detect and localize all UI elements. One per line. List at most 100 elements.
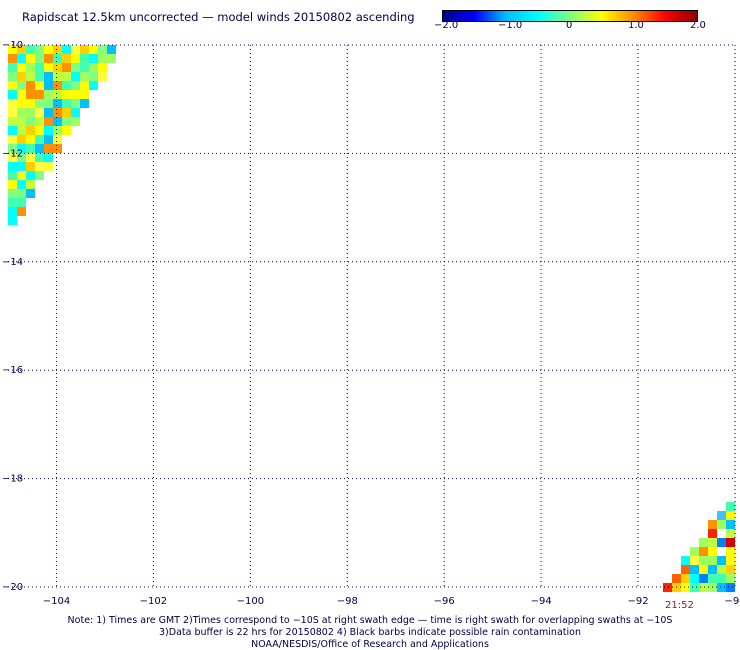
swath-layer — [8, 45, 735, 593]
note-line-1: Note: 1) Times are GMT 2)Times correspon… — [67, 615, 673, 626]
swath-cell — [53, 99, 62, 108]
swath-cell — [80, 81, 89, 90]
swath-cell — [26, 126, 35, 135]
swath-cell — [17, 54, 26, 63]
swath-cell — [53, 45, 62, 54]
swath-cell — [8, 207, 17, 216]
swath-cell — [17, 72, 26, 81]
swath-cell — [35, 45, 44, 54]
longitude-tick-label: −92 — [628, 596, 649, 607]
swath-cell — [726, 547, 735, 557]
swath-cell — [62, 126, 71, 135]
swath-cell — [62, 117, 71, 126]
swath-cell — [726, 583, 735, 593]
swath-cell — [35, 117, 44, 126]
swath-cell — [681, 583, 690, 593]
latitude-tick-label: −14 — [2, 257, 23, 268]
swath-cell — [8, 144, 17, 153]
swath-cell — [44, 126, 53, 135]
swath-cell — [708, 556, 717, 566]
swath-cell — [17, 63, 26, 72]
swath-cell — [690, 547, 699, 557]
swath-cell — [699, 547, 708, 557]
swath-cell — [71, 108, 80, 117]
swath-cell — [53, 90, 62, 99]
swath-cell — [717, 574, 726, 584]
swath-cell — [726, 538, 735, 548]
swath-cell — [62, 108, 71, 117]
swath-cell — [699, 556, 708, 566]
swath-cell — [8, 72, 17, 81]
swath-cell — [17, 153, 26, 162]
swath-cell — [62, 72, 71, 81]
longitude-tick-label: −100 — [237, 596, 264, 607]
swath-cell — [89, 72, 98, 81]
swath-cell — [26, 162, 35, 171]
swath-cell — [80, 63, 89, 72]
swath-cell — [107, 54, 116, 63]
swath-cell — [8, 90, 17, 99]
swath-cell — [26, 117, 35, 126]
note-line-2: 3)Data buffer is 22 hrs for 20150802 4) … — [159, 627, 581, 638]
swath-cell — [89, 63, 98, 72]
swath-cell — [8, 198, 17, 207]
swath-cell — [53, 135, 62, 144]
swath-cell — [17, 189, 26, 198]
swath-cell — [53, 72, 62, 81]
latitude-tick-label: −16 — [2, 365, 23, 376]
swath-cell — [8, 63, 17, 72]
swath-cell — [708, 547, 717, 557]
swath-cell — [44, 54, 53, 63]
swath-cell — [681, 565, 690, 575]
swath-cell — [26, 54, 35, 63]
colorbar — [442, 10, 698, 22]
swath-cell — [35, 135, 44, 144]
swath-cell — [26, 189, 35, 198]
swath-cell — [53, 144, 62, 153]
swath-cell — [80, 45, 89, 54]
swath-cell — [17, 135, 26, 144]
swath-cell — [44, 135, 53, 144]
swath-cell — [44, 117, 53, 126]
swath-cell — [62, 45, 71, 54]
swath-cell — [17, 162, 26, 171]
swath-cell — [107, 45, 116, 54]
swath-cell — [35, 54, 44, 63]
swath-cell — [8, 99, 17, 108]
swath-cell — [699, 574, 708, 584]
swath-cell — [98, 45, 107, 54]
swath-cell — [8, 171, 17, 180]
swath-cell — [44, 81, 53, 90]
swath-cell — [681, 574, 690, 584]
swath-cell — [35, 126, 44, 135]
colorbar-label: 2.0 — [690, 20, 706, 31]
swath-cell — [708, 520, 717, 530]
swath-cell — [8, 108, 17, 117]
swath-cell — [17, 81, 26, 90]
swath-cell — [717, 583, 726, 593]
swath-cell — [690, 574, 699, 584]
swath-cell — [71, 54, 80, 63]
swath-cell — [17, 117, 26, 126]
swath-cell — [26, 135, 35, 144]
swath-cell — [8, 54, 17, 63]
swath-cell — [80, 99, 89, 108]
swath-cell — [71, 117, 80, 126]
swath-cell — [44, 72, 53, 81]
swath-cell — [8, 45, 17, 54]
swath-cell — [26, 144, 35, 153]
swath-cell — [17, 90, 26, 99]
swath-cell — [80, 90, 89, 99]
swath-cell — [53, 108, 62, 117]
swath-cell — [26, 45, 35, 54]
swath-cell — [17, 45, 26, 54]
swath-cell — [53, 54, 62, 63]
swath-cell — [717, 556, 726, 566]
swath-cell — [35, 171, 44, 180]
swath-cell — [35, 108, 44, 117]
map-title: Rapidscat 12.5km uncorrected — model win… — [22, 10, 415, 24]
swath-cell — [35, 81, 44, 90]
swath-cell — [8, 180, 17, 189]
swath-time-label: 21:52 — [665, 600, 694, 611]
swath-cell — [17, 207, 26, 216]
